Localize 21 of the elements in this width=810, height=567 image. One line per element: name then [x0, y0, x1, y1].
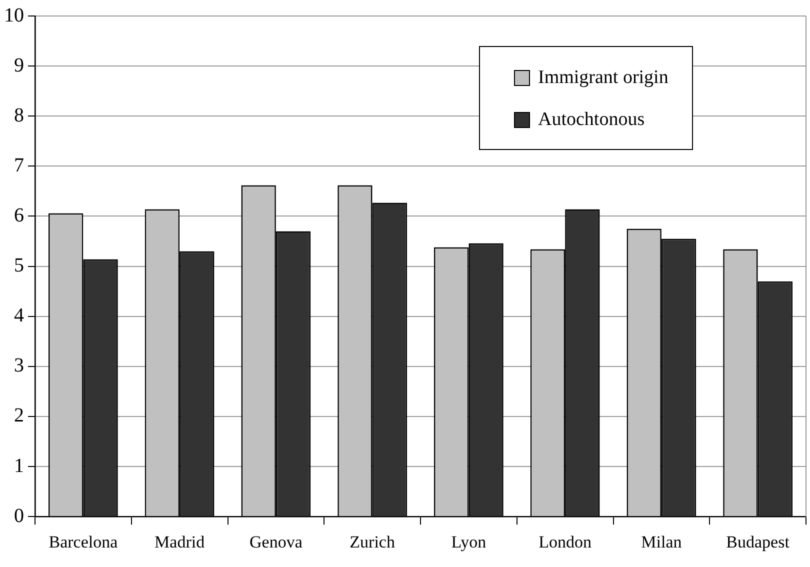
- legend-label: Immigrant origin: [538, 67, 668, 89]
- y-tick-label: 4: [14, 304, 24, 327]
- y-tick-label: 8: [14, 104, 24, 126]
- y-tick-label: 3: [14, 354, 24, 377]
- y-tick-label: 5: [14, 254, 24, 277]
- y-tick-label: 9: [14, 54, 24, 76]
- x-tick-label: Zurich: [350, 532, 396, 552]
- x-tick-label: Milan: [641, 532, 682, 552]
- y-tick-label: 10: [4, 4, 24, 26]
- y-tick-label: 0: [14, 504, 24, 527]
- legend-label: Autochtonous: [538, 109, 645, 131]
- y-tick-label: 6: [14, 204, 24, 226]
- x-tick-label: Barcelona: [48, 532, 118, 552]
- x-tick-label: Madrid: [154, 532, 206, 552]
- x-tick-label: Genova: [250, 532, 303, 552]
- x-tick-label: Budapest: [726, 532, 790, 552]
- y-tick-label: 1: [14, 454, 24, 477]
- y-tick-label: 2: [14, 404, 24, 427]
- x-tick-label: Lyon: [451, 532, 487, 552]
- y-tick-label: 7: [14, 154, 24, 176]
- x-tick-label: London: [538, 532, 592, 552]
